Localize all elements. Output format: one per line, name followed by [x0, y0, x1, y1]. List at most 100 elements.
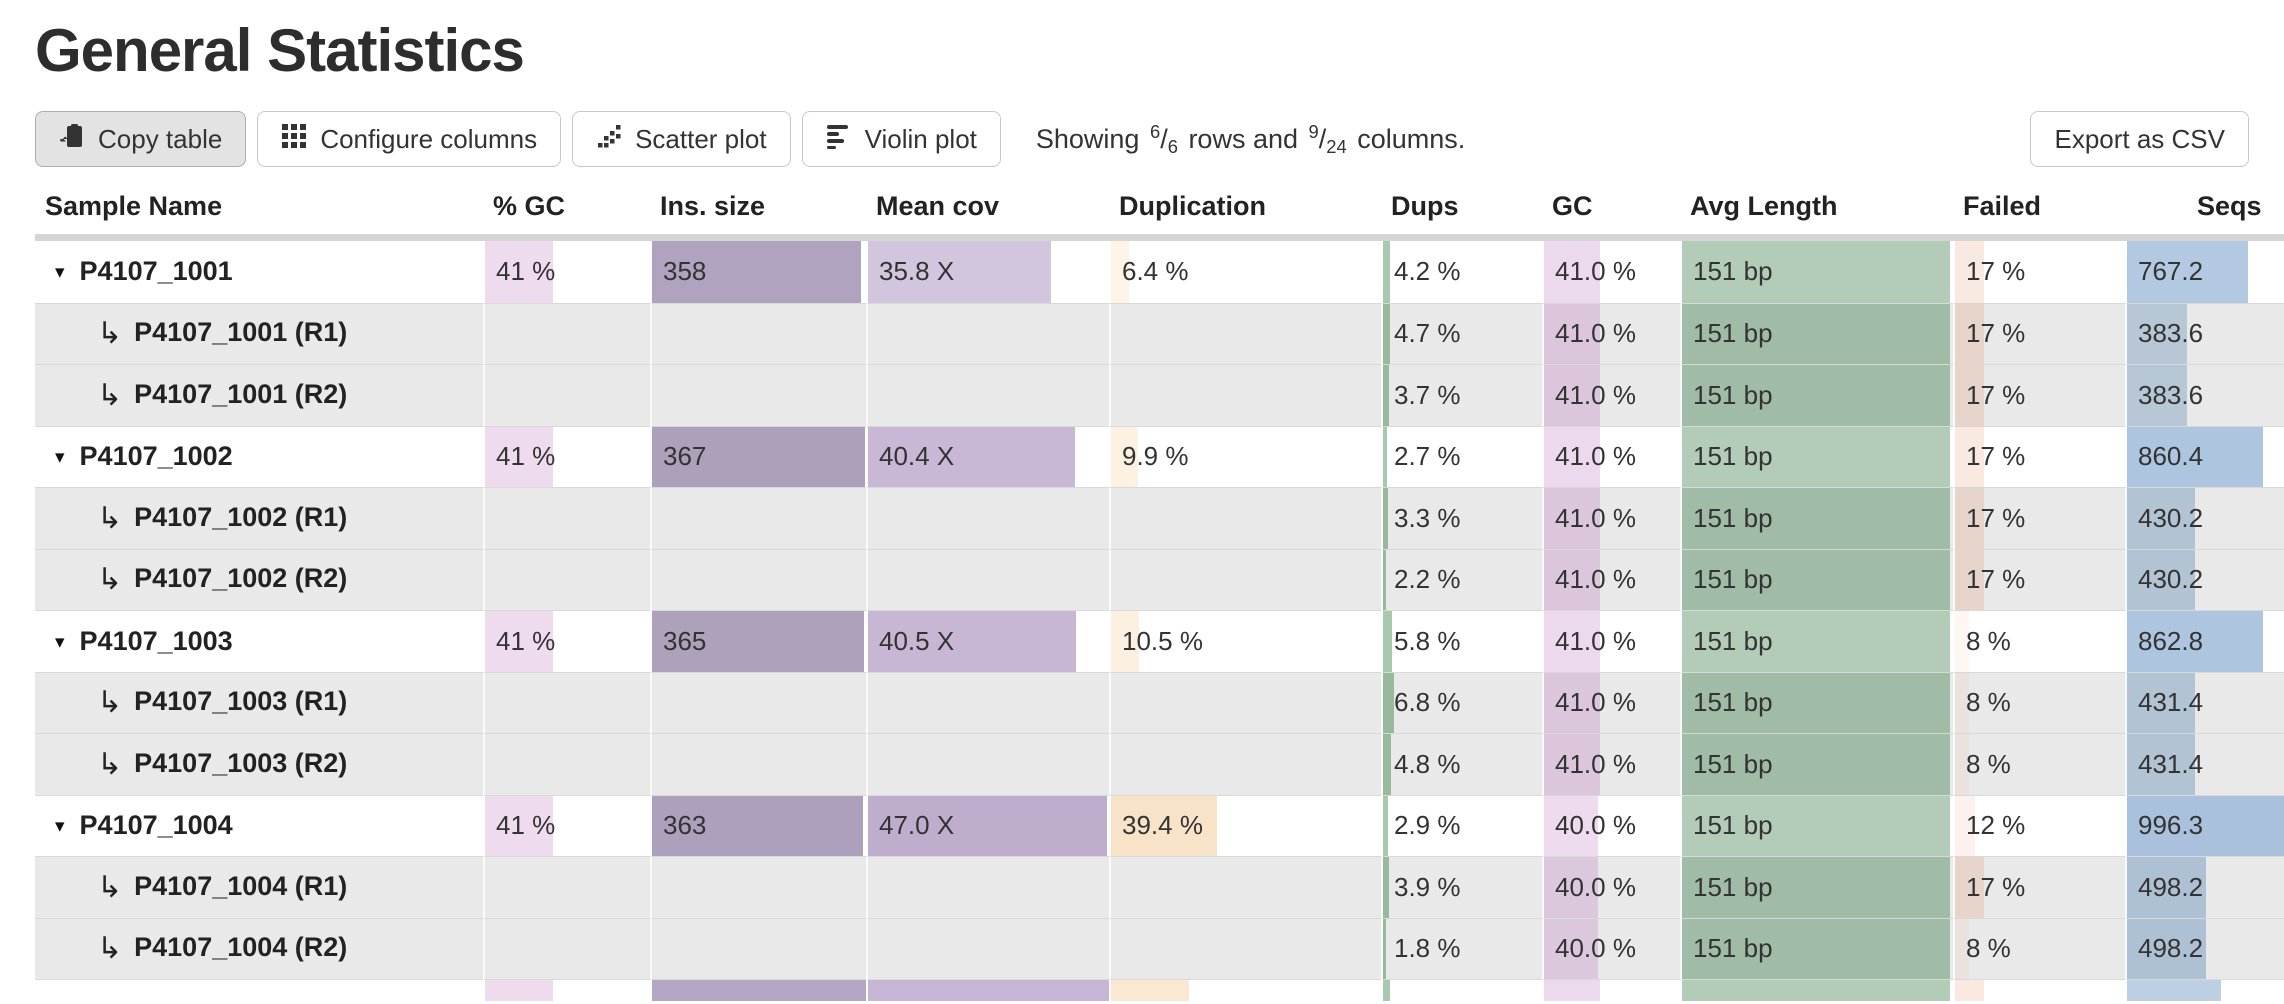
sample-name-cell[interactable]: ↳ P4107_1002 (R2) — [35, 548, 483, 610]
failed-cell: 17 % — [1953, 241, 2125, 303]
copy-table-button[interactable]: Copy table — [35, 111, 247, 167]
cov-cell — [866, 979, 1109, 1001]
gc-cell: 41.0 % — [1542, 610, 1680, 672]
failed-bar — [1955, 672, 1969, 733]
len-cell: 151 bp — [1680, 856, 1953, 918]
failed-cell: 8 % — [1953, 733, 2125, 795]
table-row: ↳ P4107_1004 (R1) 3.9 % 40.0 % 151 bp 17 % 498… — [35, 856, 2284, 918]
seqs-value: 767.2 — [2138, 256, 2204, 287]
sample-name-cell[interactable]: ▾ P4107_1004 — [35, 794, 483, 856]
sample-name-cell[interactable]: ↳ P4107_1003 (R1) — [35, 671, 483, 733]
rows-fraction: 6/6 — [1149, 120, 1178, 157]
ins-value: 365 — [663, 625, 707, 656]
copy-table-label: Copy table — [98, 123, 223, 154]
seqs-value: 862.8 — [2138, 625, 2204, 656]
gc-cell: 41.0 % — [1542, 302, 1680, 364]
gc-cell: 41.0 % — [1542, 548, 1680, 610]
column-header-failed[interactable]: Failed — [1953, 185, 2125, 241]
subrow-arrow-icon: ↳ — [97, 378, 123, 412]
configure-columns-button[interactable]: Configure columns — [257, 111, 562, 167]
cov-cell — [866, 671, 1109, 733]
sample-name-cell[interactable]: ↳ P4107_1004 (R1) — [35, 856, 483, 918]
dup-cell — [1109, 979, 1381, 1001]
gc-cell: 40.0 % — [1542, 856, 1680, 918]
dups-value: 2.2 % — [1394, 564, 1461, 595]
gc_pct-cell — [483, 979, 650, 1001]
dups-cell: 4.2 % — [1381, 241, 1542, 303]
export-csv-label: Export as CSV — [2054, 123, 2225, 154]
gc-cell: 41.0 % — [1542, 241, 1680, 303]
seqs-bar — [2127, 303, 2188, 364]
cov-cell — [866, 733, 1109, 795]
ins-cell — [650, 302, 866, 364]
len-cell: 151 bp — [1680, 671, 1953, 733]
dup-cell — [1109, 548, 1381, 610]
sample-name-cell[interactable]: ↳ P4107_1001 (R1) — [35, 302, 483, 364]
gc-value: 41.0 % — [1555, 625, 1636, 656]
dups-value: 3.9 % — [1394, 871, 1461, 902]
column-header-gc_pct[interactable]: % GC — [483, 185, 650, 241]
len-cell: 151 bp — [1680, 364, 1953, 426]
len-bar — [1682, 549, 1951, 610]
len-bar — [1682, 857, 1951, 918]
column-header-dup[interactable]: Duplication — [1109, 185, 1381, 241]
dups-value: 6.8 % — [1394, 687, 1461, 718]
cov-cell — [866, 856, 1109, 918]
sample-name-cell[interactable]: ▾ P4107_1002 — [35, 425, 483, 487]
column-header-ins[interactable]: Ins. size — [650, 185, 866, 241]
dup-cell — [1109, 733, 1381, 795]
gc-value: 41.0 % — [1555, 564, 1636, 595]
sample-name-cell[interactable]: ↳ P4107_1004 (R2) — [35, 917, 483, 979]
violin-plot-button[interactable]: Violin plot — [801, 111, 1001, 167]
len-bar — [1682, 611, 1951, 672]
len-cell — [1680, 979, 1953, 1001]
subrow-arrow-icon: ↳ — [97, 317, 123, 351]
sample-name-cell — [35, 979, 483, 1001]
column-header-sample[interactable]: Sample Name — [35, 185, 483, 241]
cov-cell: 35.8 X — [866, 241, 1109, 303]
ins-cell: 365 — [650, 610, 866, 672]
sample-name-cell[interactable]: ▾ P4107_1003 — [35, 610, 483, 672]
table-row: ▾ P4107_1002 41 % 367 40.4 X 9.9 % 2.7 % 41.0 %… — [35, 425, 2284, 487]
columns-fraction: 9/24 — [1308, 120, 1347, 157]
column-header-gc[interactable]: GC — [1542, 185, 1680, 241]
cov-cell — [866, 548, 1109, 610]
gc-cell: 41.0 % — [1542, 425, 1680, 487]
sample-name-cell[interactable]: ↳ P4107_1002 (R1) — [35, 487, 483, 549]
showing-summary: Showing 6/6 rows and 9/24 columns. — [1035, 120, 1466, 157]
ins-bar — [652, 980, 866, 1001]
seqs-cell: 383.6 — [2125, 364, 2284, 426]
failed-cell: 8 % — [1953, 917, 2125, 979]
dups-cell: 5.8 % — [1381, 610, 1542, 672]
violin-plot-label: Violin plot — [864, 123, 977, 154]
gc-bar — [1544, 611, 1600, 672]
len-cell: 151 bp — [1680, 302, 1953, 364]
seqs-value: 860.4 — [2138, 441, 2204, 472]
table-row: ↳ P4107_1001 (R1) 4.7 % 41.0 % 151 bp 17 % 383… — [35, 302, 2284, 364]
gc_pct-cell: 41 % — [483, 241, 650, 303]
failed-value: 12 % — [1966, 810, 2026, 841]
row-expand-icon[interactable]: ▾ — [55, 631, 65, 653]
failed-bar — [1955, 734, 1969, 795]
seqs-cell: 862.8 — [2125, 610, 2284, 672]
sample-name-cell[interactable]: ↳ P4107_1001 (R2) — [35, 364, 483, 426]
column-header-cov[interactable]: Mean cov — [866, 185, 1109, 241]
column-header-dups[interactable]: Dups — [1381, 185, 1542, 241]
seqs-value: 430.2 — [2138, 502, 2204, 533]
dups-bar — [1383, 734, 1391, 795]
export-csv-button[interactable]: Export as CSV — [2030, 111, 2249, 167]
seqs-cell: 430.2 — [2125, 548, 2284, 610]
sample-name-cell[interactable]: ↳ P4107_1003 (R2) — [35, 733, 483, 795]
column-header-len[interactable]: Avg Length — [1680, 185, 1953, 241]
cov-cell — [866, 487, 1109, 549]
column-header-seqs[interactable]: Seqs — [2125, 185, 2284, 241]
scatter-plot-button[interactable]: Scatter plot — [572, 111, 791, 167]
dups-cell: 4.8 % — [1381, 733, 1542, 795]
row-expand-icon[interactable]: ▾ — [55, 262, 65, 284]
gc-bar — [1544, 795, 1599, 856]
cov-value: 47.0 X — [879, 810, 955, 841]
row-expand-icon[interactable]: ▾ — [55, 816, 65, 838]
seqs-bar — [2127, 365, 2188, 426]
sample-name-cell[interactable]: ▾ P4107_1001 — [35, 241, 483, 303]
row-expand-icon[interactable]: ▾ — [55, 447, 65, 469]
